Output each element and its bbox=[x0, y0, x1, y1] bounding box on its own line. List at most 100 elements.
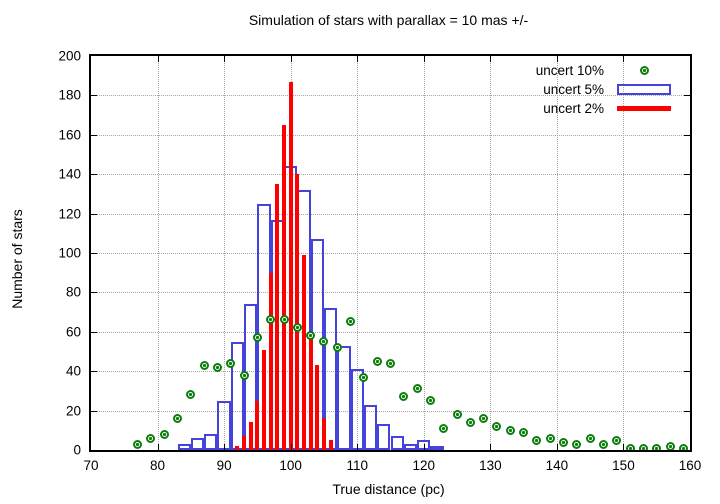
green-point bbox=[199, 360, 209, 370]
grid-line-horizontal bbox=[91, 95, 690, 97]
red-bar bbox=[255, 400, 260, 450]
green-point bbox=[279, 315, 289, 325]
green-point bbox=[452, 410, 462, 420]
y-tick-mark bbox=[91, 371, 97, 373]
green-point bbox=[372, 356, 382, 366]
blue-box bbox=[363, 404, 378, 450]
green-point bbox=[212, 362, 222, 372]
y-tick-label: 120 bbox=[58, 206, 81, 222]
legend-item-uncert-2-: uncert 2% bbox=[536, 99, 671, 118]
red-bar bbox=[275, 184, 280, 450]
legend-label: uncert 5% bbox=[543, 82, 604, 97]
y-tick-label: 60 bbox=[65, 324, 81, 340]
green-point bbox=[346, 317, 356, 327]
green-point bbox=[545, 433, 555, 443]
y-tick-mark bbox=[91, 253, 97, 254]
x-tick-mark bbox=[423, 444, 425, 450]
green-point bbox=[638, 443, 648, 450]
legend-item-uncert-10-: uncert 10% bbox=[536, 61, 671, 80]
green-point bbox=[186, 390, 196, 400]
y-axis-label: Number of stars bbox=[9, 209, 25, 309]
green-point bbox=[399, 392, 409, 402]
y-tick-label: 140 bbox=[58, 166, 81, 182]
green-point bbox=[133, 439, 143, 449]
x-tick-label: 150 bbox=[612, 458, 635, 473]
blue-box bbox=[417, 440, 431, 450]
blue-box bbox=[350, 369, 364, 450]
green-point bbox=[439, 423, 449, 433]
red-bar bbox=[242, 436, 247, 450]
x-tick-label: 120 bbox=[412, 458, 436, 473]
grid-line-horizontal bbox=[91, 253, 690, 254]
y-tick-mark bbox=[684, 253, 690, 254]
y-tick-mark bbox=[684, 134, 690, 136]
green-point bbox=[332, 343, 342, 353]
legend: uncert 10% uncert 5% uncert 2% bbox=[536, 61, 671, 118]
legend-label: uncert 10% bbox=[535, 63, 604, 78]
green-point bbox=[239, 370, 249, 380]
x-tick-mark bbox=[556, 444, 558, 450]
x-tick-mark bbox=[357, 56, 359, 62]
blue-box bbox=[430, 446, 444, 450]
y-tick-label: 180 bbox=[58, 87, 81, 103]
y-tick-label: 200 bbox=[58, 48, 81, 64]
y-tick-mark bbox=[684, 95, 690, 97]
green-point bbox=[678, 443, 688, 450]
y-tick-mark bbox=[91, 174, 97, 176]
green-point bbox=[252, 333, 262, 343]
y-tick-label: 100 bbox=[58, 245, 81, 261]
x-tick-label: 130 bbox=[479, 458, 502, 473]
green-point bbox=[572, 439, 582, 449]
plot-area: uncert 10% uncert 5% uncert 2% bbox=[89, 54, 692, 452]
green-point bbox=[319, 337, 329, 347]
green-point bbox=[386, 358, 395, 368]
green-point bbox=[266, 315, 276, 325]
grid-line-horizontal bbox=[91, 174, 690, 176]
x-tick-label: 100 bbox=[279, 458, 302, 473]
green-point bbox=[479, 413, 489, 423]
red-bar bbox=[328, 440, 333, 450]
y-tick-mark bbox=[684, 410, 690, 412]
y-tick-mark bbox=[684, 292, 690, 294]
y-tick-mark bbox=[91, 213, 97, 215]
red-bar bbox=[262, 349, 267, 450]
x-tick-mark bbox=[490, 56, 492, 62]
green-point bbox=[612, 435, 622, 445]
y-tick-mark bbox=[91, 331, 97, 333]
blue-box bbox=[390, 436, 404, 450]
green-point bbox=[652, 443, 662, 450]
x-tick-mark bbox=[357, 444, 359, 450]
x-tick-label: 160 bbox=[678, 458, 702, 473]
green-point bbox=[625, 443, 635, 450]
x-tick-mark bbox=[290, 444, 292, 450]
green-point bbox=[292, 323, 302, 333]
legend-label: uncert 2% bbox=[543, 101, 604, 116]
red-bar bbox=[282, 124, 286, 450]
blue-box bbox=[217, 400, 231, 450]
y-tick-mark bbox=[91, 410, 97, 412]
y-tick-mark bbox=[684, 174, 690, 176]
green-point bbox=[306, 331, 316, 341]
green-point bbox=[412, 384, 422, 394]
red-bar bbox=[295, 174, 300, 450]
grid-line-horizontal bbox=[91, 134, 690, 136]
green-point bbox=[173, 413, 183, 423]
x-tick-mark bbox=[623, 444, 625, 450]
red-bar bbox=[301, 254, 306, 450]
x-tick-label: 90 bbox=[216, 458, 232, 473]
green-point bbox=[359, 372, 369, 382]
grid-line-horizontal bbox=[91, 410, 690, 412]
x-axis-label: True distance (pc) bbox=[332, 481, 445, 497]
y-tick-mark bbox=[684, 371, 690, 373]
red-bar bbox=[288, 81, 293, 450]
x-tick-label: 80 bbox=[150, 458, 166, 473]
red-bar bbox=[321, 418, 326, 450]
green-point bbox=[425, 396, 435, 406]
blue-box bbox=[377, 424, 391, 450]
legend-marker-box bbox=[617, 84, 671, 95]
x-tick-label: 110 bbox=[346, 458, 368, 473]
x-tick-mark bbox=[157, 444, 159, 450]
blue-box bbox=[190, 438, 205, 450]
x-tick-mark bbox=[556, 56, 558, 62]
green-point bbox=[505, 425, 515, 435]
